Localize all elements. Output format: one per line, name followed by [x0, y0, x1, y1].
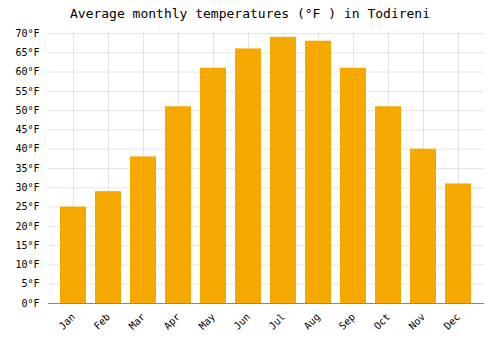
svg-text:60°F: 60°F [15, 66, 39, 77]
svg-text:15°F: 15°F [15, 240, 39, 251]
svg-text:50°F: 50°F [15, 105, 39, 116]
svg-text:70°F: 70°F [15, 28, 39, 39]
svg-text:30°F: 30°F [15, 182, 39, 193]
svg-text:55°F: 55°F [15, 86, 39, 97]
svg-text:45°F: 45°F [15, 124, 39, 135]
svg-text:10°F: 10°F [15, 259, 39, 270]
html-text:Average monthly temperatures (: Average monthly temperatures (°F ) in To… [70, 6, 430, 21]
svg-text:Sep: Sep [337, 311, 358, 332]
svg-text:Dec: Dec [442, 311, 463, 332]
svg-text:Jul: Jul [267, 311, 288, 332]
svg-text:40°F: 40°F [15, 143, 39, 154]
svg-text:Nov: Nov [407, 311, 428, 332]
svg-text:35°F: 35°F [15, 163, 39, 174]
svg-text:Jun: Jun [232, 311, 253, 332]
svg-text:Aug: Aug [302, 311, 323, 332]
svg-text:Mar: Mar [127, 311, 148, 332]
svg-text:20°F: 20°F [15, 221, 39, 232]
svg-text:5°F: 5°F [21, 278, 39, 289]
svg-text:25°F: 25°F [15, 201, 39, 212]
svg-text:Oct: Oct [372, 311, 393, 332]
svg-text:May: May [197, 311, 218, 332]
svg-text:Apr: Apr [162, 311, 183, 332]
svg-text:Feb: Feb [92, 311, 113, 332]
svg-text:0°F: 0°F [21, 298, 39, 309]
svg-text:65°F: 65°F [15, 47, 39, 58]
svg-text:Jan: Jan [57, 311, 78, 332]
